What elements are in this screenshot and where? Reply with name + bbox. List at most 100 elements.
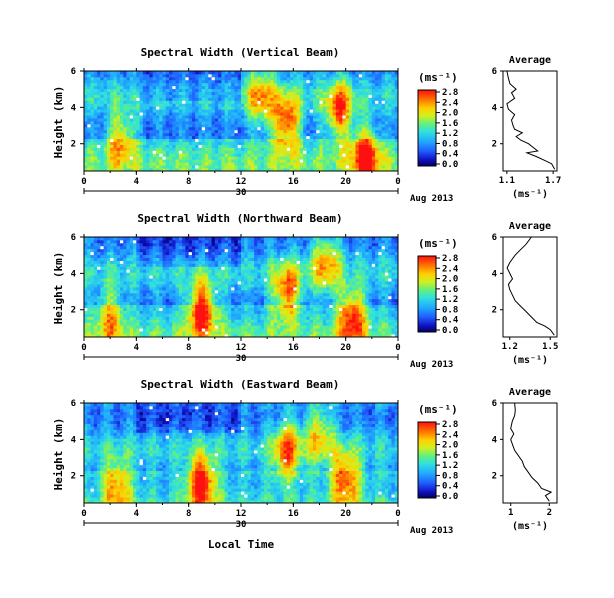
heatmap-cell: [218, 245, 222, 250]
heatmap-cell: [316, 82, 320, 87]
heatmap-cell: [169, 109, 173, 113]
heatmap-cell: [375, 129, 379, 134]
heatmap-cell: [254, 153, 258, 157]
heatmap-cell: [329, 153, 333, 157]
heatmap-cell: [296, 91, 301, 95]
heatmap-cell: [214, 165, 219, 169]
heatmap-cell: [296, 71, 301, 75]
heatmap-cell: [90, 292, 95, 297]
heatmap-cell: [348, 79, 353, 84]
colorbar-ticks: 0.00.40.81.21.62.02.42.8: [436, 88, 459, 170]
heatmap-cell: [188, 165, 193, 169]
heatmap-cell: [123, 254, 127, 258]
heatmap-cell: [136, 82, 140, 87]
heatmap-cell: [162, 162, 167, 166]
heatmap-cell: [93, 79, 98, 84]
heatmap-cell: [172, 316, 176, 320]
heatmap-cell: [326, 94, 330, 98]
heatmap-cell: [159, 257, 163, 261]
heatmap-cell: [185, 254, 190, 258]
heatmap-cell: [198, 162, 203, 166]
heatmap-cell: [84, 325, 88, 329]
heatmap-cell: [270, 159, 275, 163]
heatmap-cell: [391, 94, 396, 98]
heatmap: [84, 71, 399, 172]
heatmap-cell: [165, 289, 170, 294]
heatmap-cell: [335, 138, 340, 142]
heatmap-cell: [224, 162, 229, 166]
heatmap-cell: [100, 150, 105, 154]
heatmap-cell: [263, 132, 268, 137]
heatmap-cell: [84, 147, 88, 151]
heatmap-cell: [198, 159, 203, 163]
heatmap-cell: [276, 103, 281, 107]
heatmap-cell: [123, 112, 127, 116]
heatmap-cell: [133, 132, 137, 137]
heatmap-cell: [231, 141, 235, 145]
heatmap-cell: [149, 313, 154, 317]
heatmap-cell: [345, 129, 350, 134]
heatmap-cell: [345, 126, 350, 131]
heatmap-cell: [227, 144, 232, 148]
heatmap-cell: [198, 153, 203, 157]
heatmap-cell: [231, 97, 235, 101]
heatmap-cell: [355, 94, 360, 98]
panel-title: Spectral Width (Vertical Beam): [141, 46, 340, 59]
heatmap-cell: [185, 162, 190, 166]
heatmap-cell: [182, 165, 186, 169]
heatmap-cell: [231, 129, 235, 134]
heatmap-cell: [113, 257, 118, 261]
heatmap-cell: [394, 100, 399, 104]
heatmap-cell: [224, 269, 229, 273]
heatmap-cell: [129, 248, 134, 253]
heatmap-cell: [345, 82, 350, 87]
heatmap-cell: [84, 165, 88, 169]
heatmap-cell: [136, 242, 140, 247]
heatmap-cell: [316, 97, 320, 101]
heatmap-cell: [198, 266, 203, 270]
heatmap-cell: [119, 275, 124, 279]
heatmap-cell: [155, 307, 160, 311]
heatmap-cell: [126, 126, 131, 131]
heatmap-cell: [378, 94, 383, 98]
heatmap-cell: [103, 71, 108, 75]
heatmap-cell: [257, 118, 262, 122]
heatmap-cell: [312, 162, 317, 166]
heatmap-cell: [231, 106, 235, 110]
date-label: Aug 2013: [410, 194, 453, 204]
heatmap-cell: [231, 71, 235, 75]
heatmap-cell: [188, 123, 193, 128]
heatmap-cell: [231, 325, 235, 329]
heatmap-cell: [348, 71, 353, 75]
heatmap-cell: [241, 334, 245, 338]
heatmap-cell: [129, 263, 134, 267]
heatmap-cell: [208, 103, 212, 107]
heatmap-cell: [126, 112, 131, 116]
heatmap-cell: [152, 284, 157, 288]
heatmap-cell: [296, 106, 301, 110]
heatmap-cell: [90, 121, 95, 125]
heatmap-cell: [172, 112, 176, 116]
heatmap-cell: [146, 263, 150, 267]
heatmap-cell: [267, 162, 271, 166]
heatmap-cell: [241, 304, 245, 308]
heatmap-cell: [218, 121, 222, 125]
heatmap-cell: [126, 287, 131, 291]
heatmap-cell: [133, 251, 137, 256]
heatmap-cell: [208, 292, 212, 297]
heatmap-cell: [172, 260, 176, 264]
heatmap-cell: [214, 260, 219, 264]
heatmap-cell: [188, 112, 193, 116]
heatmap-cell: [286, 71, 291, 75]
heatmap-cell: [152, 97, 157, 101]
heatmap-cell: [175, 153, 180, 157]
heatmap-cell: [227, 153, 232, 157]
heatmap-cell: [299, 88, 304, 92]
heatmap-cell: [119, 106, 124, 110]
heatmap-cell: [241, 165, 245, 169]
heatmap-cell: [106, 295, 111, 300]
heatmap-cell: [129, 328, 134, 332]
heatmap-cell: [129, 138, 134, 142]
heatmap-cell: [234, 132, 239, 137]
heatmap-cell: [257, 103, 262, 107]
